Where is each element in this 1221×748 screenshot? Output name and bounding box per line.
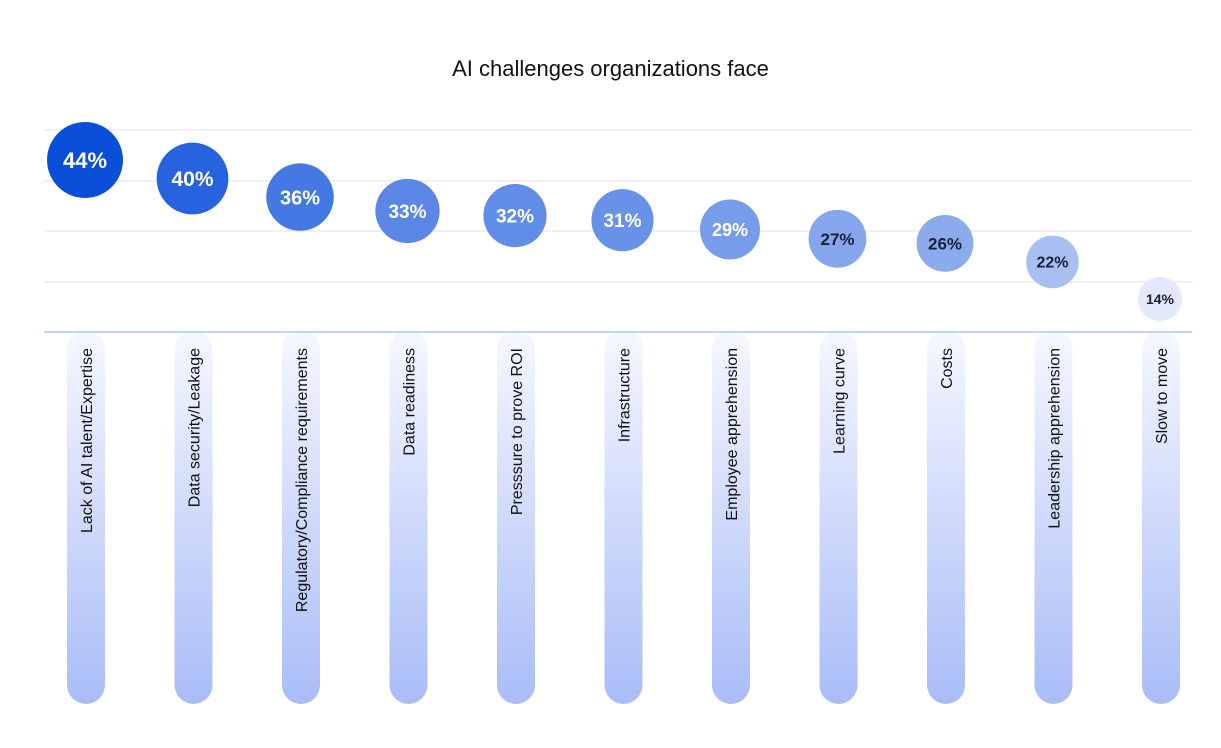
category-label-slow-to-move: Slow to move	[1154, 348, 1171, 444]
bubble-data-security-leakage: 40%	[156, 142, 229, 215]
value-label: 22%	[1036, 255, 1068, 272]
value-label: 29%	[712, 220, 748, 240]
chart-title: AI challenges organizations face	[452, 56, 769, 81]
stem-infrastructure	[604, 330, 643, 704]
value-label: 44%	[63, 148, 107, 173]
category-label-data-security-leakage: Data security/Leakage	[187, 348, 204, 507]
value-label: 32%	[496, 206, 534, 227]
bubble-costs: 26%	[916, 215, 974, 272]
bubble-regulatory-compliance-requirements: 36%	[266, 163, 334, 231]
stem-presssure-to-prove-roi	[497, 330, 535, 704]
bubble-circle	[483, 184, 547, 248]
stem-costs	[927, 330, 965, 704]
value-label: 27%	[820, 230, 854, 249]
bubble-infrastructure: 31%	[591, 189, 654, 252]
bubble-circle	[156, 142, 229, 215]
value-label: 14%	[1146, 291, 1175, 307]
bubble-lack-of-ai-talent-expertise: 44%	[47, 122, 123, 198]
category-labels: Lack of AI talent/Expertise Data security…	[79, 348, 1171, 612]
stem-data-security-leakage	[174, 330, 213, 704]
value-label: 31%	[603, 211, 641, 232]
value-label: 26%	[928, 235, 962, 254]
bubble-slow-to-move: 14%	[1138, 277, 1182, 321]
bubble-circle	[916, 215, 974, 272]
bubble-circle	[1026, 235, 1079, 289]
category-label-data-readiness: Data readiness	[402, 348, 419, 456]
category-label-leadership-apprehension: Leadership apprehension	[1047, 348, 1064, 529]
stem-slow-to-move	[1142, 330, 1180, 704]
category-label-infrastructure: Infrastructure	[617, 348, 634, 442]
bubble-circle	[47, 122, 123, 198]
bubble-circle	[808, 209, 867, 268]
bubble-data-readiness: 33%	[375, 178, 440, 244]
category-label-regulatory-compliance-requirements: Regulatory/Compliance requirements	[294, 348, 311, 612]
stem-data-readiness	[389, 330, 428, 704]
stem-employee-apprehension	[712, 330, 750, 704]
category-label-learning-curve: Learning curve	[832, 348, 849, 454]
value-label: 33%	[388, 202, 426, 223]
bubble-presssure-to-prove-roi: 32%	[483, 184, 547, 248]
stem-lack-of-ai-talent-expertise	[67, 330, 105, 704]
bubble-leadership-apprehension: 22%	[1026, 235, 1079, 289]
category-label-costs: Costs	[939, 348, 956, 389]
value-label: 40%	[171, 168, 213, 191]
category-stems	[67, 330, 1180, 704]
category-label-lack-of-ai-talent-expertise: Lack of AI talent/Expertise	[79, 348, 96, 533]
value-bubbles: 44% 40% 36% 33% 32% 31% 29% 27% 26% 22% 14%	[47, 122, 1182, 321]
bubble-circle	[1138, 277, 1182, 321]
bubble-circle	[700, 199, 760, 260]
bubble-circle	[591, 189, 654, 252]
bubble-employee-apprehension: 29%	[700, 199, 760, 260]
bubble-circle	[375, 178, 440, 244]
bubble-learning-curve: 27%	[808, 209, 867, 268]
value-label: 36%	[280, 187, 320, 209]
stem-learning-curve	[819, 330, 858, 704]
category-label-presssure-to-prove-roi: Presssure to prove ROI	[509, 348, 526, 515]
stem-regulatory-compliance-requirements	[282, 330, 320, 704]
category-label-employee-apprehension: Employee apprehension	[724, 348, 741, 521]
bubble-circle	[266, 163, 334, 231]
stem-leadership-apprehension	[1034, 330, 1073, 704]
